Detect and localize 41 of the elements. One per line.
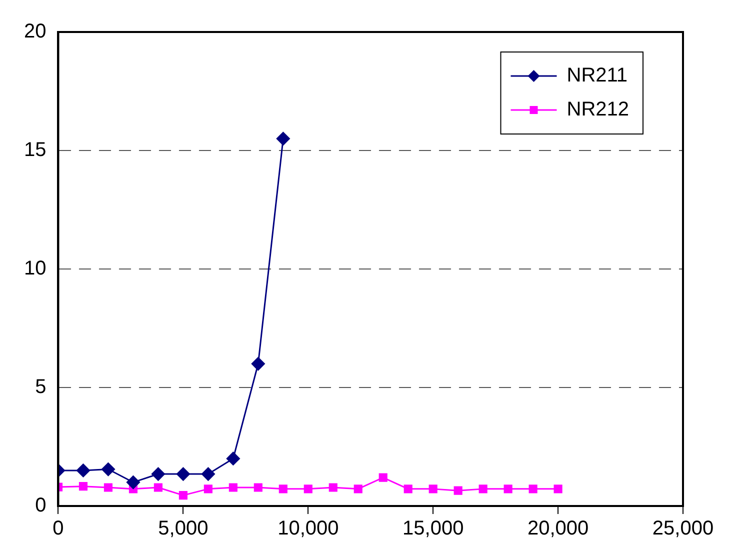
point: [154, 483, 162, 492]
x-tick-label: 15,000: [402, 518, 464, 540]
point: [251, 357, 265, 371]
point: [201, 467, 215, 481]
point: [404, 484, 412, 494]
x-tick-label: 10,000: [278, 518, 339, 540]
point: [178, 491, 188, 500]
point: [328, 483, 338, 492]
point: [226, 452, 240, 466]
point: [504, 484, 512, 494]
point: [354, 484, 362, 494]
point: [478, 484, 488, 494]
point: [454, 486, 462, 495]
y-tick-label: 15: [24, 139, 46, 162]
point: [104, 483, 113, 492]
point: [428, 484, 438, 494]
point: [528, 484, 538, 494]
x-tick-label: 20,000: [527, 518, 589, 540]
point: [254, 483, 262, 492]
y-tick-label: 20: [24, 20, 46, 43]
point: [278, 484, 288, 494]
point: [228, 483, 238, 492]
y-tick-label: 10: [24, 258, 46, 280]
point: [378, 473, 388, 482]
legend-label: NR212: [566, 98, 630, 121]
x-tick-label: 5,000: [158, 518, 208, 540]
point: [101, 462, 115, 476]
y-tick-label: 5: [35, 376, 46, 398]
y-tick-label: 0: [35, 494, 46, 517]
x-tick-label: 25,000: [652, 518, 714, 540]
point: [204, 484, 212, 494]
point: [554, 484, 562, 494]
point: [76, 464, 90, 478]
point: [151, 467, 165, 481]
point: [176, 467, 190, 481]
point: [126, 476, 140, 490]
x-tick-label: 0: [52, 518, 64, 540]
legend-label: NR211: [566, 64, 628, 87]
point: [304, 484, 312, 494]
point: [276, 132, 290, 146]
point: [78, 482, 88, 491]
